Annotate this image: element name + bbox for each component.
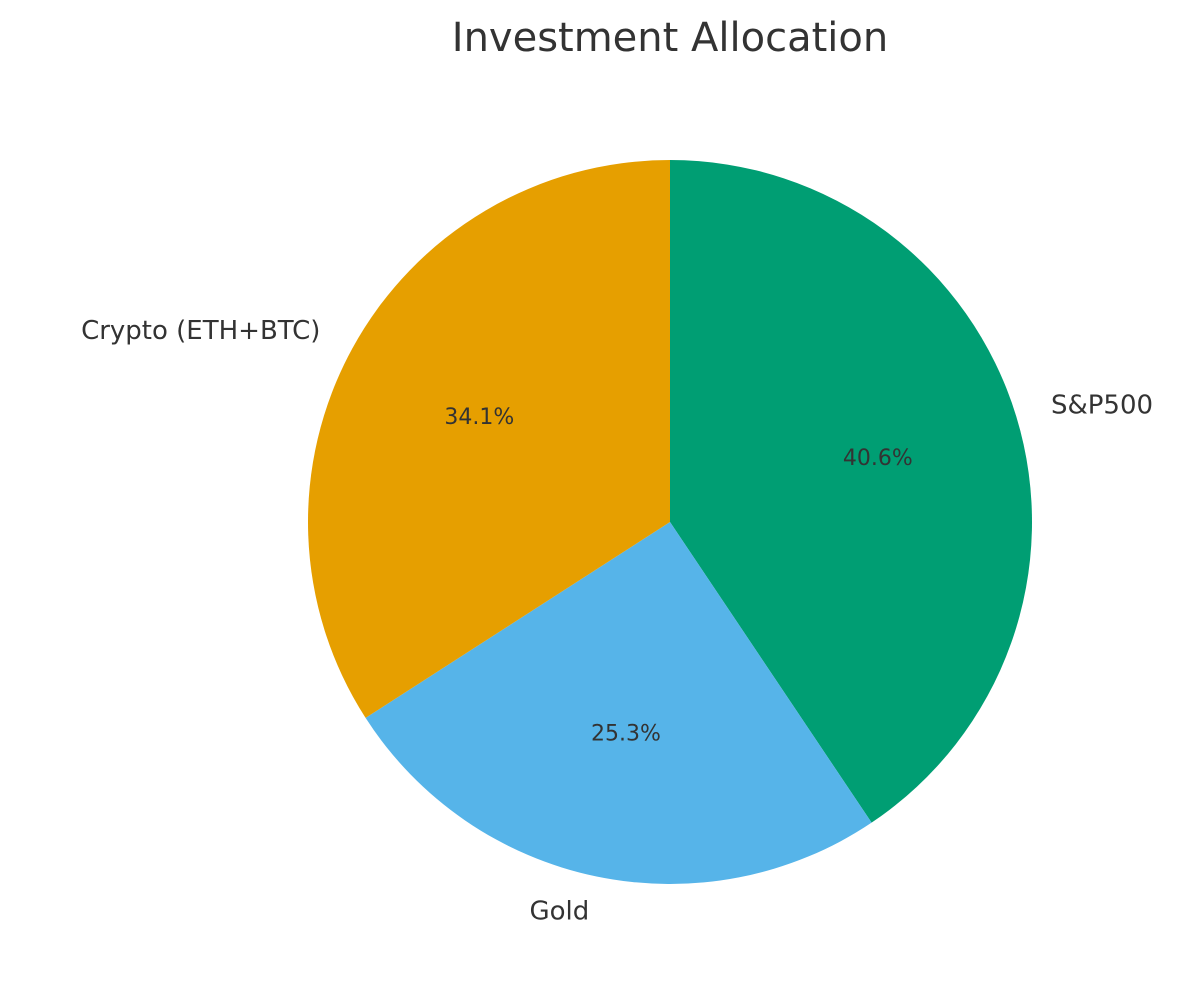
value-label: 40.6% [843,446,913,471]
value-label: 25.3% [591,722,661,747]
slice-label: S&P500 [1051,391,1153,421]
chart-title: Investment Allocation [452,15,888,61]
slice-label: Gold [529,896,589,926]
pie-slice [365,522,872,885]
pie-slice [308,160,670,718]
pie-slice [670,160,1033,823]
value-label: 34.1% [444,405,514,430]
slice-label: Crypto (ETH+BTC) [81,316,320,346]
